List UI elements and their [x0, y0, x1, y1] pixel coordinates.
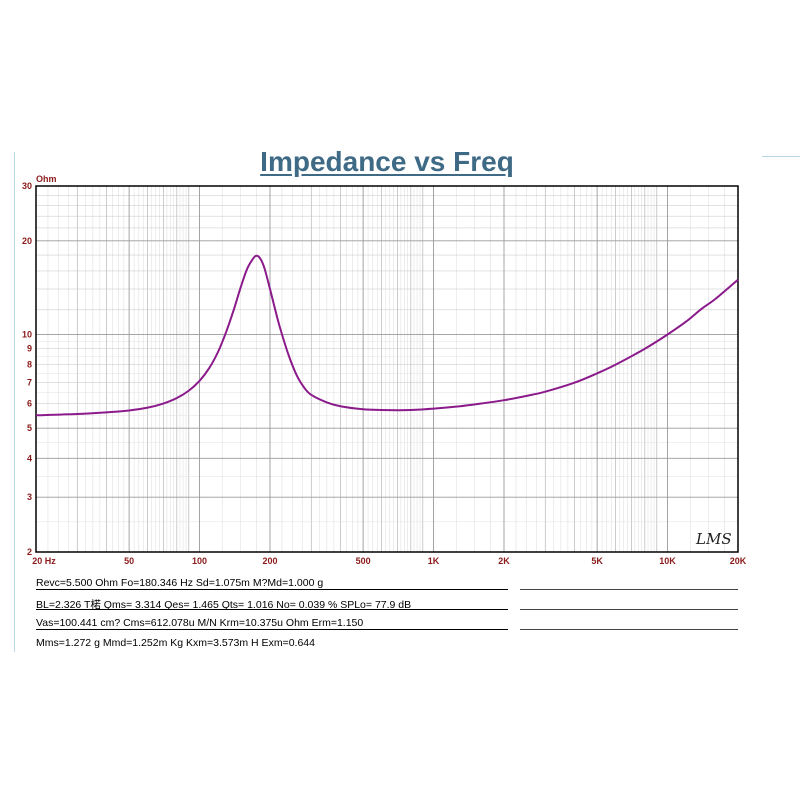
y-axis-label: Ohm [36, 174, 57, 184]
x-tick-label: 5K [591, 556, 603, 566]
grid-minor [36, 186, 738, 552]
params-rule-2 [36, 609, 508, 610]
x-tick-label: 100 [192, 556, 207, 566]
y-tick-label: 30 [22, 181, 32, 191]
params-rule-3 [36, 629, 508, 630]
y-tick-label: 10 [22, 329, 32, 339]
y-tick-label: 5 [27, 423, 32, 433]
top-right-accent-line [762, 156, 800, 157]
y-tick-label: 4 [27, 453, 32, 463]
params-row-2: BL=2.326 T楉 Qms= 3.314 Qes= 1.465 Qts= 1… [36, 599, 412, 611]
y-axis-tick-labels: 30 20 10 9 8 7 6 5 4 3 2 [22, 181, 32, 557]
params-rule-3b [520, 629, 738, 630]
y-tick-label: 2 [27, 547, 32, 557]
grid-major [35, 185, 739, 553]
y-tick-label: 20 [22, 236, 32, 246]
impedance-curve [35, 254, 739, 417]
lms-watermark: LMS [695, 530, 732, 548]
params-row-1: Revc=5.500 Ohm Fo=180.346 Hz Sd=1.075m M… [36, 577, 324, 589]
x-tick-label: 1K [428, 556, 440, 566]
x-tick-label: 200 [262, 556, 277, 566]
y-tick-label: 8 [27, 360, 32, 370]
plot-border [35, 185, 739, 553]
x-axis-tick-labels: 20 Hz 50 100 200 500 1K 2K 5K 10K 20K [32, 556, 747, 566]
x-tick-label: 20 Hz [32, 556, 56, 566]
y-tick-label: 6 [27, 399, 32, 409]
params-rule-1b [520, 589, 738, 590]
params-row-4: Mms=1.272 g Mmd=1.252m Kg Kxm=3.573m H E… [36, 637, 315, 649]
x-tick-label: 10K [659, 556, 676, 566]
chart-title: Impedance vs Freq [260, 146, 514, 177]
params-rule-2b [520, 609, 738, 610]
x-tick-label: 2K [498, 556, 510, 566]
params-rule-1 [36, 589, 508, 590]
y-tick-label: 7 [27, 378, 32, 388]
params-row-3: Vas=100.441 cm? Cms=612.078u M/N Krm=10.… [36, 617, 364, 629]
y-tick-label: 9 [27, 344, 32, 354]
y-tick-label: 3 [27, 492, 32, 502]
left-accent-line [14, 152, 15, 652]
x-tick-label: 500 [356, 556, 371, 566]
x-tick-label: 50 [124, 556, 134, 566]
x-tick-label: 20K [730, 556, 747, 566]
